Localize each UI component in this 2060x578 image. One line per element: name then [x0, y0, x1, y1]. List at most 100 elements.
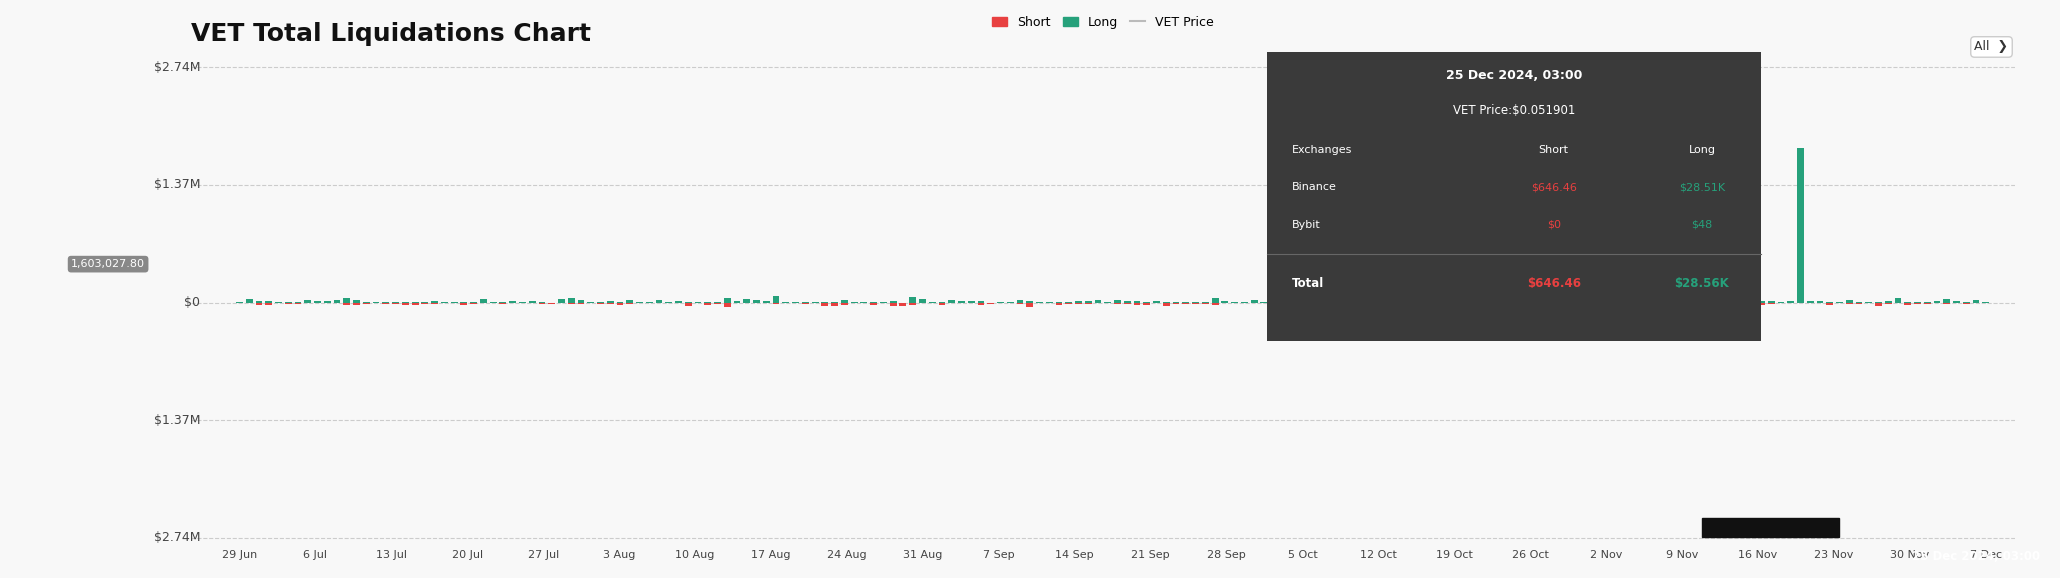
Bar [1250, 299, 1257, 303]
Bar [958, 301, 964, 303]
Bar [1603, 298, 1609, 303]
Bar [744, 299, 750, 303]
Bar [908, 297, 917, 303]
Bar [1788, 301, 1794, 303]
Bar [577, 303, 585, 304]
Bar [616, 303, 624, 305]
Bar [1533, 303, 1541, 306]
Bar [1934, 301, 1941, 303]
Bar [1016, 303, 1024, 305]
Bar [1446, 303, 1452, 304]
Bar [1386, 300, 1395, 303]
Bar [1475, 300, 1481, 303]
Bar [1240, 302, 1248, 303]
Bar [569, 298, 575, 303]
Text: $2.74M: $2.74M [154, 61, 200, 74]
Bar [754, 300, 760, 303]
Bar [1193, 303, 1199, 304]
Bar [1094, 300, 1102, 303]
Text: $1.37M: $1.37M [154, 414, 200, 427]
Bar [608, 301, 614, 303]
Bar [723, 303, 731, 307]
Bar [313, 301, 321, 303]
Bar [1125, 301, 1131, 303]
Bar [733, 301, 740, 303]
Bar [1114, 303, 1121, 304]
Bar [1125, 303, 1131, 305]
Bar [1572, 301, 1580, 303]
Bar [383, 303, 389, 305]
Bar [705, 303, 711, 305]
Bar [1065, 303, 1071, 304]
Bar [461, 302, 468, 303]
Bar [1456, 303, 1463, 305]
Bar [616, 302, 624, 303]
Bar [1846, 299, 1852, 303]
Bar [597, 303, 604, 304]
Bar [987, 303, 995, 304]
Bar [402, 302, 408, 303]
Bar [772, 296, 779, 303]
Bar [1903, 303, 1912, 305]
Bar [1710, 303, 1716, 304]
Bar [1767, 301, 1774, 303]
Bar [1456, 302, 1463, 303]
Text: Binance: Binance [1292, 182, 1337, 192]
Text: Total: Total [1292, 277, 1325, 290]
Bar [1582, 302, 1588, 303]
Bar [1086, 301, 1092, 303]
Text: 25 Dec 2024, 03:00: 25 Dec 2024, 03:00 [1446, 69, 1582, 82]
Bar [499, 302, 507, 303]
Bar [1154, 301, 1160, 303]
Bar [939, 303, 946, 305]
Bar [1133, 301, 1141, 303]
Bar [1924, 303, 1930, 305]
Bar [1114, 301, 1121, 303]
Bar [431, 301, 439, 303]
Bar [1671, 302, 1677, 303]
Bar [1757, 303, 1765, 305]
Bar [1973, 300, 1980, 303]
Bar [255, 303, 262, 305]
Bar [1407, 301, 1413, 303]
Bar [1817, 301, 1823, 303]
Bar [1603, 303, 1609, 307]
Bar [334, 299, 340, 303]
Bar [1086, 303, 1092, 304]
Text: $28.56K: $28.56K [1675, 277, 1728, 290]
Bar [1700, 299, 1706, 303]
Bar [900, 303, 906, 306]
Text: VET Total Liquidations Chart: VET Total Liquidations Chart [192, 23, 591, 46]
Bar [1914, 302, 1920, 303]
Bar [577, 301, 585, 303]
Bar [1104, 302, 1110, 303]
Bar [1164, 303, 1170, 306]
Bar [1681, 302, 1687, 303]
Bar [1564, 302, 1570, 303]
Bar [1329, 303, 1335, 305]
Bar [422, 303, 428, 304]
Text: $646.46: $646.46 [1526, 277, 1580, 290]
Bar [352, 303, 360, 305]
Bar [1485, 303, 1491, 304]
Bar [1504, 300, 1512, 303]
Bar [1368, 301, 1374, 303]
Bar [1172, 303, 1180, 304]
Bar [1143, 303, 1149, 305]
Bar [1700, 303, 1706, 306]
Text: $0: $0 [1547, 220, 1561, 229]
Bar [1543, 303, 1551, 305]
Text: All  ❯: All ❯ [1973, 40, 2008, 53]
Bar [637, 302, 643, 303]
Bar [822, 303, 828, 306]
Bar [1339, 301, 1345, 303]
Bar [1026, 301, 1034, 303]
Bar [1075, 303, 1082, 304]
Bar [830, 303, 838, 306]
Bar [1271, 302, 1277, 303]
Bar [890, 303, 896, 306]
Bar [1611, 303, 1619, 304]
Text: $646.46: $646.46 [1531, 182, 1576, 192]
Bar [723, 298, 731, 303]
Bar [1650, 303, 1658, 304]
